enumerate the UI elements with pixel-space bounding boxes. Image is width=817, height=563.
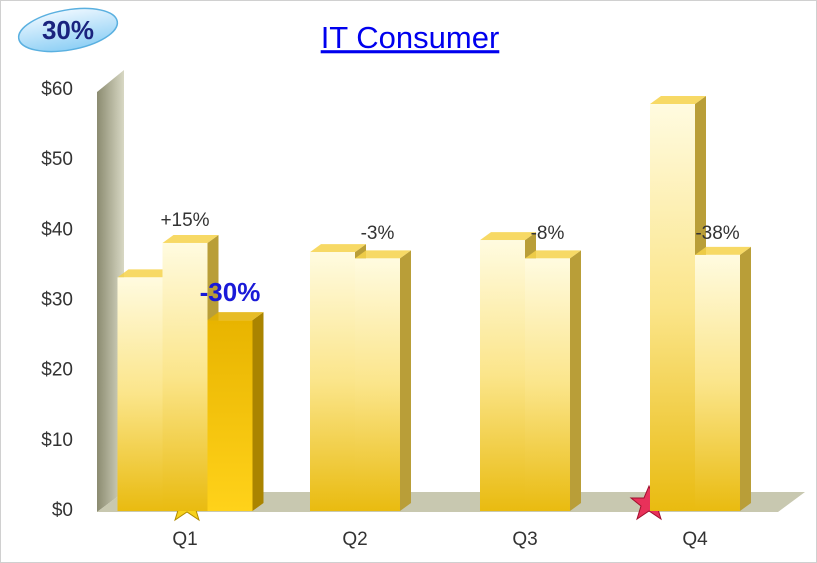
bar xyxy=(162,242,208,512)
annotation: +15% xyxy=(160,210,209,231)
y-tick-label: $30 xyxy=(41,290,73,311)
y-tick-label: $0 xyxy=(52,500,73,521)
y-tick-label: $60 xyxy=(41,79,73,100)
bar-side xyxy=(252,312,264,511)
bar-top xyxy=(355,250,411,259)
y-tick-label: $20 xyxy=(41,360,73,381)
bar xyxy=(695,254,740,511)
x-tick-label: Q1 xyxy=(172,529,197,550)
bar xyxy=(310,252,355,511)
floor xyxy=(97,492,805,512)
badge xyxy=(17,7,119,53)
annotation: -8% xyxy=(531,223,565,244)
bar-top xyxy=(480,232,536,241)
bar xyxy=(207,320,253,511)
bar-side xyxy=(570,250,581,511)
bar-top xyxy=(207,312,264,321)
bar-side xyxy=(400,250,411,511)
badge-text: 30% xyxy=(42,15,94,45)
bar-top xyxy=(650,96,706,105)
bar-top xyxy=(117,269,174,278)
x-tick-label: Q3 xyxy=(512,529,537,550)
bar-top xyxy=(310,244,366,253)
annotation: -38% xyxy=(695,223,739,244)
annotation: -3% xyxy=(361,223,395,244)
bar xyxy=(525,258,570,511)
bar-side xyxy=(740,246,751,511)
x-tick-label: Q2 xyxy=(342,529,367,550)
highlight-label: -30% xyxy=(200,277,261,307)
y-tick-label: $40 xyxy=(41,219,73,240)
y-tick-label: $50 xyxy=(41,149,73,170)
back-wall xyxy=(97,70,124,512)
bar xyxy=(650,104,695,512)
bar xyxy=(117,277,163,511)
bar-top xyxy=(162,234,219,243)
chart-title[interactable]: IT Consumer xyxy=(321,20,500,55)
y-tick-label: $10 xyxy=(41,430,73,451)
bar-top xyxy=(525,250,581,259)
x-tick-label: Q4 xyxy=(682,529,708,550)
bar xyxy=(355,258,400,511)
bar-top xyxy=(695,246,751,255)
bar xyxy=(480,240,525,511)
